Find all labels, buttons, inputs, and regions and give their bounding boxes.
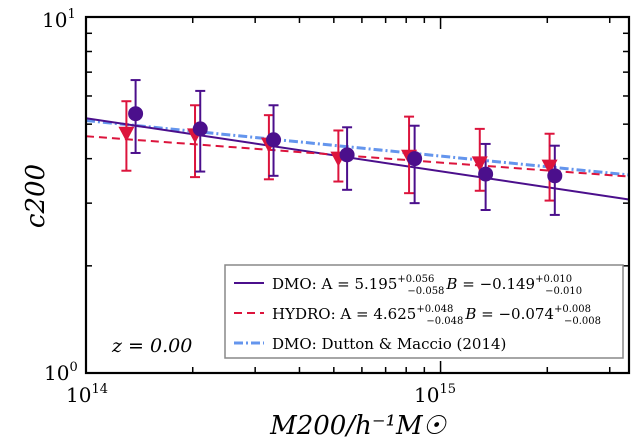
x-tick-right-base: 10 xyxy=(414,383,439,407)
x-tick-left-exp: 14 xyxy=(91,382,108,397)
markers xyxy=(118,79,563,216)
dmo-point xyxy=(339,147,355,163)
legend-hydro-B-eq: = xyxy=(476,305,498,323)
legend-hydro-A-sup: +0.048 xyxy=(416,304,453,315)
y-tick-bottom-exp: 0 xyxy=(69,360,77,375)
x-tick-label-left: 1014 xyxy=(66,382,108,407)
legend-dmo-A-sup: +0.056 xyxy=(397,274,434,285)
legend-hydro-B: −0.074 xyxy=(498,305,554,323)
fit-line-dutton xyxy=(86,119,629,177)
y-axis-label: c200 xyxy=(21,164,51,228)
y-tick-bottom-base: 10 xyxy=(44,361,69,385)
legend-hydro-B-label: B xyxy=(464,305,476,323)
y-tick-label-bottom: 100 xyxy=(44,360,78,385)
legend-entry-dmo: DMO: A = 5.195+0.056 −0.058 B = −0.149+0.0… xyxy=(272,274,582,297)
legend-box xyxy=(224,264,624,359)
legend-dmo-label: DMO: A = 5.195 xyxy=(272,275,397,293)
dmo-point xyxy=(192,121,208,137)
legend-entry-hydro: HYDRO: A = 4.625+0.048 −0.048 B = −0.074+0… xyxy=(272,304,601,327)
redshift-annotation: z = 0.00 xyxy=(111,335,192,357)
x-tick-left-base: 10 xyxy=(66,383,91,407)
dmo-point xyxy=(547,168,563,184)
y-tick-top-base: 10 xyxy=(42,8,67,32)
hydro-point xyxy=(471,156,488,172)
legend-dmo-A-sub: −0.058 xyxy=(407,286,444,297)
y-tick-label-top: 101 xyxy=(42,7,76,32)
x-axis-label: M200/h⁻¹M☉ xyxy=(269,411,448,441)
legend-dmo-B-label: B xyxy=(445,275,457,293)
legend: DMO: A = 5.195+0.056 −0.058 B = −0.149+0.0… xyxy=(224,264,624,359)
fit-line-dmo xyxy=(86,117,629,201)
dmo-point xyxy=(128,106,144,122)
plot-frame xyxy=(84,15,631,375)
hydro-point xyxy=(118,126,135,142)
legend-hydro-label: HYDRO: A = 4.625 xyxy=(272,305,416,323)
legend-entry-dutton: DMO: Dutton & Maccio (2014) xyxy=(272,335,506,353)
legend-dmo-B-sup: +0.010 xyxy=(535,274,572,285)
plot-area xyxy=(86,79,629,216)
legend-dmo-B-sub: −0.010 xyxy=(545,286,582,297)
y-tick-top-exp: 1 xyxy=(67,7,75,22)
x-tick-label-right: 1015 xyxy=(414,382,456,407)
x-tick-right-exp: 15 xyxy=(439,382,456,397)
dmo-point xyxy=(478,166,494,182)
hydro-point xyxy=(541,159,558,175)
legend-hydro-B-sub: −0.008 xyxy=(564,316,601,327)
legend-hydro-A-sub: −0.048 xyxy=(426,316,463,327)
legend-hydro-B-sup: +0.008 xyxy=(554,304,591,315)
legend-dmo-B: −0.149 xyxy=(480,275,536,293)
dmo-point xyxy=(266,132,282,148)
legend-dmo-B-eq: = xyxy=(457,275,479,293)
dmo-point xyxy=(407,151,423,167)
